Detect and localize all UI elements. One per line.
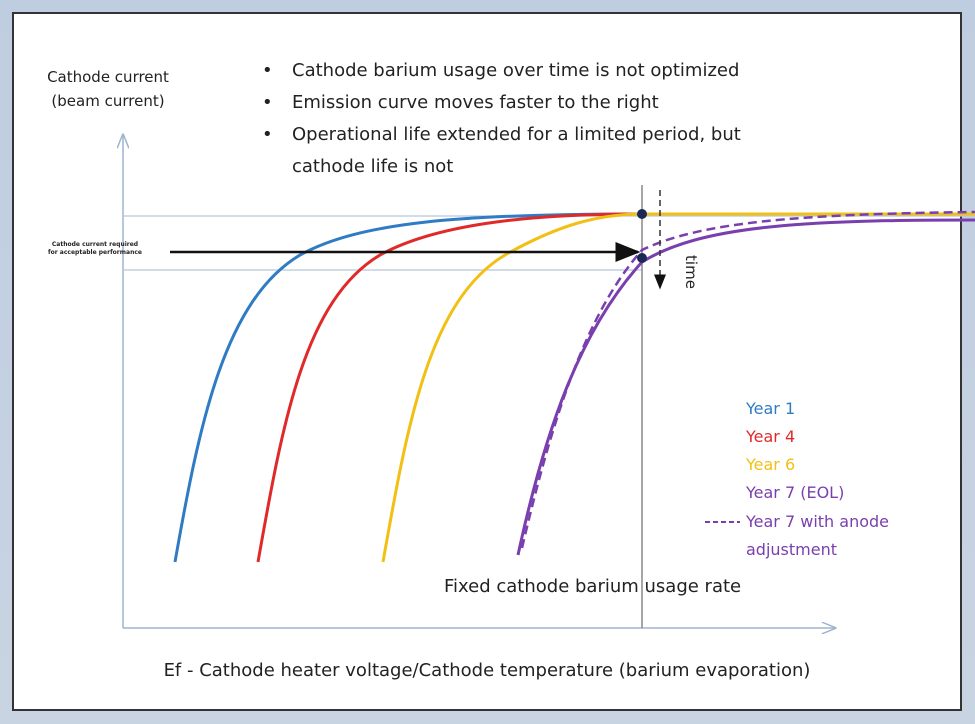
bullet-text: Operational life extended for a limited … bbox=[292, 124, 741, 145]
bullet-text: Cathode barium usage over time is not op… bbox=[292, 60, 739, 81]
required-label: Cathode current required bbox=[52, 241, 138, 248]
legend-year-1: Year 1 bbox=[745, 399, 795, 418]
bullet-text: Emission curve moves faster to the right bbox=[292, 92, 659, 113]
legend-year-7-anode: adjustment bbox=[746, 540, 837, 559]
legend-year-4: Year 4 bbox=[745, 427, 795, 446]
curve-year-1 bbox=[173, 212, 643, 563]
y-axis-label: Cathode current bbox=[47, 68, 169, 86]
point-max bbox=[637, 209, 647, 219]
caption: Fixed cathode barium usage rate bbox=[444, 576, 741, 597]
legend-year-7-anode: Year 7 with anode bbox=[745, 512, 889, 531]
bullet-mark: • bbox=[262, 60, 273, 81]
curve-year-7-anode bbox=[520, 210, 975, 549]
x-axis-label: Ef - Cathode heater voltage/Cathode temp… bbox=[164, 660, 811, 681]
legend-year-7: Year 7 (EOL) bbox=[745, 483, 844, 502]
bullet-mark: • bbox=[262, 124, 273, 145]
curve-year-4 bbox=[256, 212, 643, 563]
bullet-mark: • bbox=[262, 92, 273, 113]
time-label: time bbox=[682, 255, 700, 289]
legend-year-6: Year 6 bbox=[745, 455, 795, 474]
required-label: for acceptable performance bbox=[48, 249, 142, 256]
curve-year-6 bbox=[381, 212, 975, 563]
point-required bbox=[637, 253, 647, 263]
y-axis-label: (beam current) bbox=[51, 92, 164, 110]
panel bbox=[12, 12, 962, 711]
bullet-text: cathode life is not bbox=[292, 156, 453, 177]
